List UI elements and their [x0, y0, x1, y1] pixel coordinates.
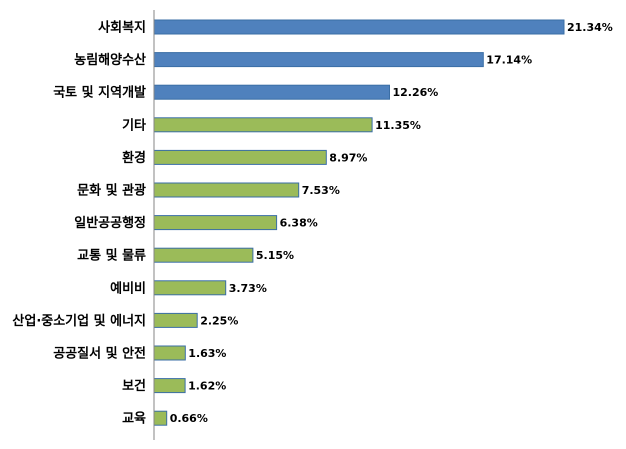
- bar: [153, 215, 278, 231]
- bar: [153, 117, 373, 133]
- value-labels: 21.34% 17.14% 12.26% 11.35% 8.97% 7.53% 6.38% 5…: [170, 21, 613, 425]
- bar: [153, 19, 565, 35]
- bar: [153, 52, 484, 68]
- category-label: 예비비: [110, 280, 146, 296]
- bar: [153, 312, 198, 328]
- bar: [153, 84, 390, 100]
- value-label: 12.26%: [393, 86, 439, 99]
- category-label: 국토 및 지역개발: [53, 85, 146, 101]
- category-label: 보건: [122, 378, 146, 394]
- value-label: 8.97%: [329, 151, 367, 164]
- value-label: 3.73%: [229, 282, 267, 295]
- category-label: 교통 및 물류: [77, 249, 146, 264]
- category-label: 교육: [122, 411, 146, 427]
- category-label: 환경: [122, 150, 146, 166]
- value-label: 0.66%: [170, 412, 208, 425]
- bar: [153, 149, 327, 165]
- category-label: 일반공공행정: [74, 215, 146, 231]
- category-label: 사회복지: [98, 20, 146, 36]
- value-label: 21.34%: [567, 21, 613, 34]
- bar: [153, 378, 186, 394]
- category-label: 기타: [122, 117, 146, 133]
- bar: [153, 247, 254, 263]
- bar: [153, 182, 300, 198]
- category-label: 산업·중소기업 및 에너지: [12, 313, 146, 329]
- bar: [153, 280, 227, 296]
- bars-layer: [153, 19, 565, 426]
- category-label: 공공질서 및 안전: [53, 346, 146, 362]
- value-label: 6.38%: [280, 217, 318, 230]
- value-label: 11.35%: [375, 119, 421, 132]
- category-label: 농림해양수산: [74, 52, 146, 68]
- value-label: 2.25%: [200, 314, 238, 327]
- value-label: 7.53%: [302, 184, 340, 197]
- value-label: 17.14%: [486, 54, 532, 67]
- category-label: 문화 및 관광: [77, 183, 146, 199]
- bar: [153, 345, 186, 361]
- value-label: 5.15%: [256, 249, 294, 262]
- value-label: 1.63%: [188, 347, 226, 360]
- bar: [153, 410, 168, 426]
- value-label: 1.62%: [188, 380, 226, 393]
